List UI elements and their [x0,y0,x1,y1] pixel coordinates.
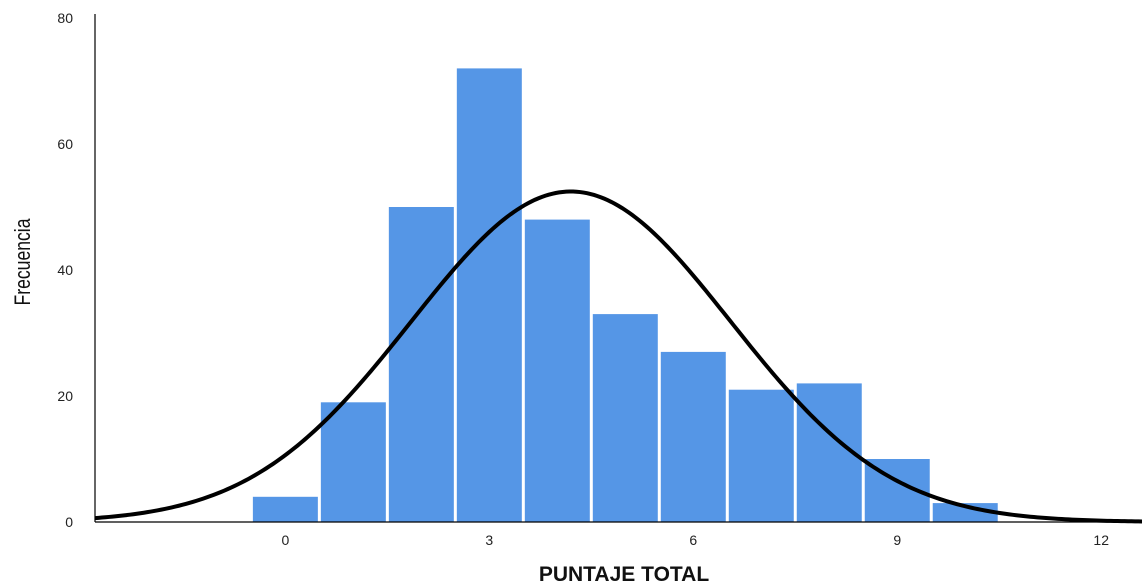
y-ticks-group: 0 20 40 60 80 [57,10,73,530]
bar [524,219,590,522]
bar [728,389,794,522]
x-tick-label: 9 [893,532,901,548]
y-tick-label: 40 [57,262,73,278]
x-tick-label: 0 [281,532,289,548]
x-tick-label: 6 [689,532,697,548]
bars-group [252,68,998,523]
x-tick-label: 12 [1093,532,1109,548]
normal-curve [94,189,1142,524]
y-tick-label: 20 [57,388,73,404]
x-tick-label: 3 [485,532,493,548]
y-tick-label: 60 [57,136,73,152]
y-tick-label: 80 [57,10,73,26]
bar [456,68,522,523]
y-axis-title: Frecuencia [11,218,35,306]
y-tick-label: 0 [65,514,73,530]
bar [252,496,318,522]
bar [388,207,454,522]
x-axis-title: PUNTAJE TOTAL [539,563,710,586]
x-ticks-group: 0 3 6 9 12 [281,532,1109,548]
bar [660,351,726,522]
bar [592,314,658,522]
bar [320,402,386,522]
